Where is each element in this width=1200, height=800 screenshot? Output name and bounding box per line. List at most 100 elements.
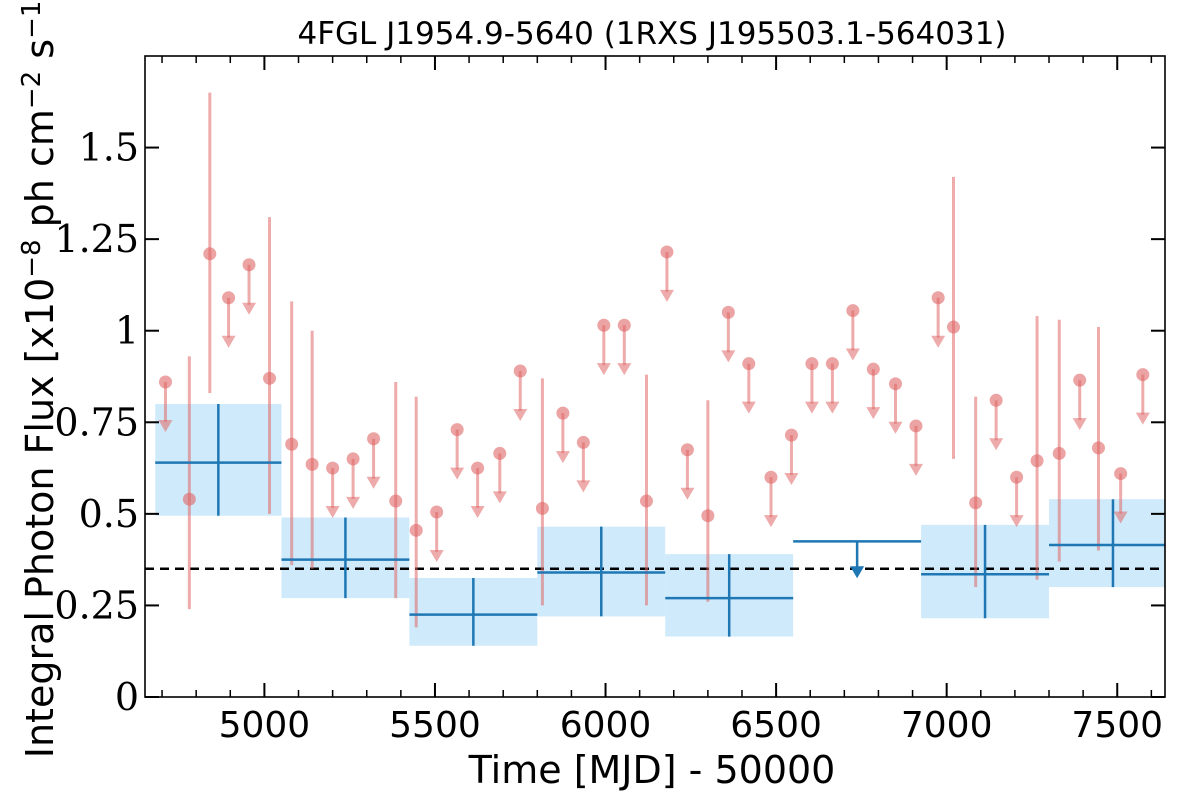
short-bin-point [639, 494, 653, 508]
upper-limit-point [158, 375, 172, 389]
upper-limit-point [556, 406, 570, 420]
upper-limit-arrow [888, 421, 903, 434]
upper-limit-arrow [366, 476, 381, 489]
upper-limit-point [576, 435, 590, 449]
upper-limit-arrow [555, 451, 570, 464]
x-tick-label: 7000 [901, 705, 993, 746]
chart-title: 4FGL J1954.9-5640 (1RXS J195503.1-564031… [297, 16, 1006, 52]
upper-limit-arrow [1072, 418, 1087, 431]
upper-limit-point [597, 318, 611, 332]
x-tick-label: 5500 [389, 705, 481, 746]
upper-limit-arrow [596, 363, 611, 376]
upper-limit-point [889, 377, 903, 391]
upper-limit-point [1136, 368, 1150, 382]
upper-limit-point [493, 446, 507, 460]
upper-limit-arrow [763, 515, 778, 528]
y-tick-label: 0.25 [54, 583, 139, 627]
upper-limit-arrow [158, 419, 173, 432]
y-axis-label-s: s [18, 39, 62, 71]
upper-limit-arrow [221, 335, 236, 348]
short-bin-point [285, 437, 299, 451]
upper-limit-point [825, 357, 839, 371]
upper-limit-point [513, 364, 527, 378]
axes: 5000 5500 6000 6500 7000 7500 0 0.25 0.5 0.75 1 1.2… [54, 55, 1166, 746]
upper-limit-arrow [492, 491, 507, 504]
plot-frame [144, 55, 1166, 698]
upper-limit-point [450, 423, 464, 437]
upper-limit-arrow [825, 401, 840, 414]
upper-limit-arrow [450, 467, 465, 480]
upper-limit-arrow [931, 335, 946, 348]
upper-limit-point [909, 419, 923, 433]
upper-limit-arrow [470, 506, 485, 519]
upper-limit-point [1010, 470, 1024, 484]
short-bin-point [305, 457, 319, 471]
upper-limit-point [471, 461, 485, 475]
upper-limit-point [430, 505, 444, 519]
upper-limit-point [846, 304, 860, 318]
short-bin-point [389, 494, 403, 508]
upper-limit-arrow [741, 401, 756, 414]
upper-limit-arrow [325, 506, 340, 519]
upper-limit-arrow [804, 401, 819, 414]
short-bin-point [409, 523, 423, 537]
x-tick-label: 6500 [730, 705, 822, 746]
y-axis-label-mid: ph cm [18, 109, 62, 239]
upper-limit-arrow [242, 302, 257, 315]
upper-limit-arrow [784, 473, 799, 486]
upper-limit-point [784, 428, 798, 442]
x-axis-label: Time [MJD] - 50000 [468, 748, 836, 792]
upper-limit-arrow [1113, 511, 1128, 524]
upper-limit-arrow [513, 408, 528, 421]
upper-limit-arrow [721, 350, 736, 363]
upper-limit-point [805, 357, 819, 371]
y-tick-label: 1 [115, 309, 139, 353]
upper-limit-point [326, 461, 340, 475]
upper-limit-point [222, 291, 236, 305]
y-tick-label: 1.25 [54, 217, 139, 261]
upper-limit-arrow [346, 496, 361, 509]
upper-limit-point [367, 432, 381, 446]
upper-limit-arrow [1135, 412, 1150, 425]
y-tick-label: 0.5 [79, 492, 139, 536]
upper-limit-point [721, 305, 735, 319]
upper-limit-point [1114, 467, 1128, 481]
short-bin-point [1030, 454, 1044, 468]
upper-limit-arrow [989, 438, 1004, 451]
short-bin-point [182, 492, 196, 506]
short-bin-point [535, 501, 549, 515]
short-bin-point [263, 371, 277, 385]
upper-limit-point [742, 357, 756, 371]
short-bin-point [969, 496, 983, 510]
short-bin-point [203, 247, 217, 261]
y-axis-label-exp3: −1 [17, 1, 47, 39]
upper-limit-point [931, 291, 945, 305]
plot-area [145, 92, 1165, 646]
x-tick-label: 7500 [1071, 705, 1163, 746]
y-axis-label-exp2: −2 [17, 71, 47, 109]
upper-limit-arrow [1009, 515, 1024, 528]
upper-limit-arrow [908, 463, 923, 476]
upper-limit-arrow [845, 348, 860, 361]
long-bin-band [1049, 499, 1165, 588]
upper-limit-arrow [680, 487, 695, 500]
upper-limit-arrow [866, 407, 881, 420]
y-tick-label: 1.5 [79, 126, 139, 170]
y-axis-label-exp1: −8 [17, 239, 47, 277]
x-tick-label: 6000 [560, 705, 652, 746]
upper-limit-point [764, 470, 778, 484]
short-bin-point [1052, 446, 1066, 460]
short-bin-point [701, 509, 715, 523]
upper-limit-point [680, 443, 694, 457]
upper-limit-point [866, 362, 880, 376]
short-bin-point [1091, 441, 1105, 455]
upper-limit-point [617, 318, 631, 332]
y-tick-label: 0 [115, 675, 139, 719]
upper-limit-point [346, 452, 360, 466]
y-tick-label: 0.75 [54, 400, 139, 444]
x-tick-label: 5000 [219, 705, 311, 746]
upper-limit-point [660, 245, 674, 259]
upper-limit-point [242, 258, 256, 272]
upper-limit-point [1073, 373, 1087, 387]
upper-limit-point [989, 393, 1003, 407]
